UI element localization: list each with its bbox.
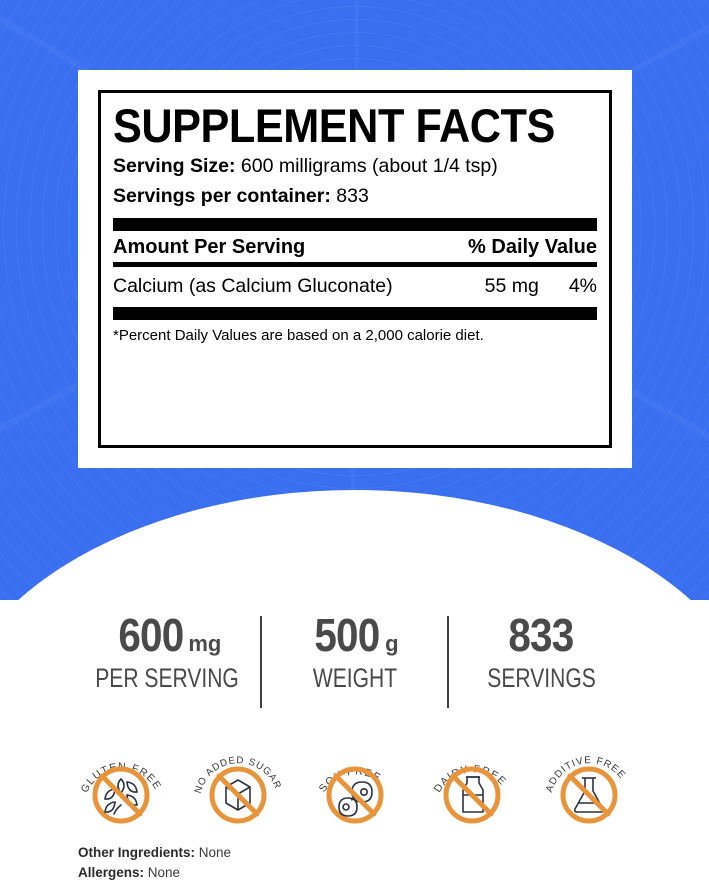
footer-notes: Other Ingredients: None Allergens: None — [78, 843, 638, 882]
stat-divider — [260, 616, 262, 708]
badge-no-added-sugar: NO ADDED SUGAR — [188, 733, 288, 831]
supplement-facts-panel: SUPPLEMENT FACTS Serving Size: 600 milli… — [78, 70, 632, 468]
other-ingredients-value: None — [198, 845, 232, 860]
wheat-icon — [92, 766, 149, 824]
serving-size-line: Serving Size: 600 milligrams (about 1/4 … — [113, 151, 597, 181]
stat-value-group: 600 mg — [114, 609, 222, 661]
serving-size-label: Serving Size: — [113, 155, 236, 178]
badge-soy-free: SOY FREE — [305, 733, 405, 831]
stat-number: 500 — [314, 609, 381, 661]
badge-dairy-free: DAIRY FREE — [422, 733, 522, 831]
other-ingredients-line: Other Ingredients: None — [78, 843, 638, 863]
table-header-row: Amount Per Serving % Daily Value — [113, 236, 597, 259]
stat-weight: 500 g WEIGHT — [262, 612, 447, 692]
stat-number: 600 — [118, 609, 184, 661]
badge-gluten-free: GLUTEN FREE — [71, 733, 171, 831]
servings-per-container-value: 833 — [336, 185, 369, 208]
flask-icon — [560, 766, 617, 824]
stat-label: WEIGHT — [312, 663, 397, 693]
badge-label: NO ADDED SUGAR — [192, 755, 282, 795]
divider-thick-top — [113, 218, 597, 232]
stat-label: SERVINGS — [487, 663, 596, 693]
certification-badges: GLUTEN FREE NO ADDED SUGAR — [0, 733, 709, 833]
table-row: Calcium (as Calcium Gluconate) 55 mg 4% — [113, 275, 597, 298]
badge-label: GLUTEN FREE — [78, 761, 162, 795]
allergens-line: Allergens: None — [78, 863, 638, 882]
daily-value-footnote: *Percent Daily Values are based on a 2,0… — [113, 327, 484, 345]
stat-value-group: 500 g — [310, 609, 399, 661]
servings-per-container-line: Servings per container: 833 — [113, 181, 597, 211]
stats-row: 600 mg PER SERVING 500 g WEIGHT 833 SERV… — [0, 612, 709, 712]
svg-text:GLUTEN FREE: GLUTEN FREE — [78, 761, 163, 795]
badge-additive-free: ADDITIVE FREE — [539, 733, 639, 831]
svg-text:NO ADDED SUGAR: NO ADDED SUGAR — [192, 755, 282, 795]
nutrient-amount: 55 mg — [484, 275, 539, 298]
divider-thick-bottom — [113, 307, 597, 321]
milk-bottle-icon — [443, 766, 500, 824]
allergens-value: None — [147, 864, 181, 880]
stat-unit: mg — [188, 631, 222, 656]
other-ingredients-label: Other Ingredients: — [78, 845, 196, 860]
supplement-facts-border: SUPPLEMENT FACTS Serving Size: 600 milli… — [98, 90, 612, 448]
soy-bean-icon — [326, 766, 383, 824]
supplement-facts-title: SUPPLEMENT FACTS — [113, 99, 555, 152]
stat-divider — [447, 616, 449, 708]
stat-servings: 833 SERVINGS — [449, 612, 634, 692]
servings-per-container-label: Servings per container: — [113, 185, 331, 208]
stat-per-serving: 600 mg PER SERVING — [75, 612, 260, 692]
divider-mid — [113, 262, 597, 268]
serving-size-value: 600 milligrams (about 1/4 tsp) — [240, 155, 498, 178]
amount-per-serving-header: Amount Per Serving — [113, 236, 306, 259]
stat-label: PER SERVING — [95, 663, 240, 693]
stat-number: 833 — [508, 609, 575, 661]
sugar-cube-icon — [209, 766, 266, 824]
stat-unit: g — [385, 631, 399, 656]
nutrient-name: Calcium (as Calcium Gluconate) — [113, 275, 393, 298]
allergens-label: Allergens: — [78, 864, 145, 880]
daily-value-header: % Daily Value — [468, 236, 597, 259]
nutrient-daily-value: 4% — [568, 275, 597, 298]
stat-value-group: 833 — [504, 612, 579, 658]
